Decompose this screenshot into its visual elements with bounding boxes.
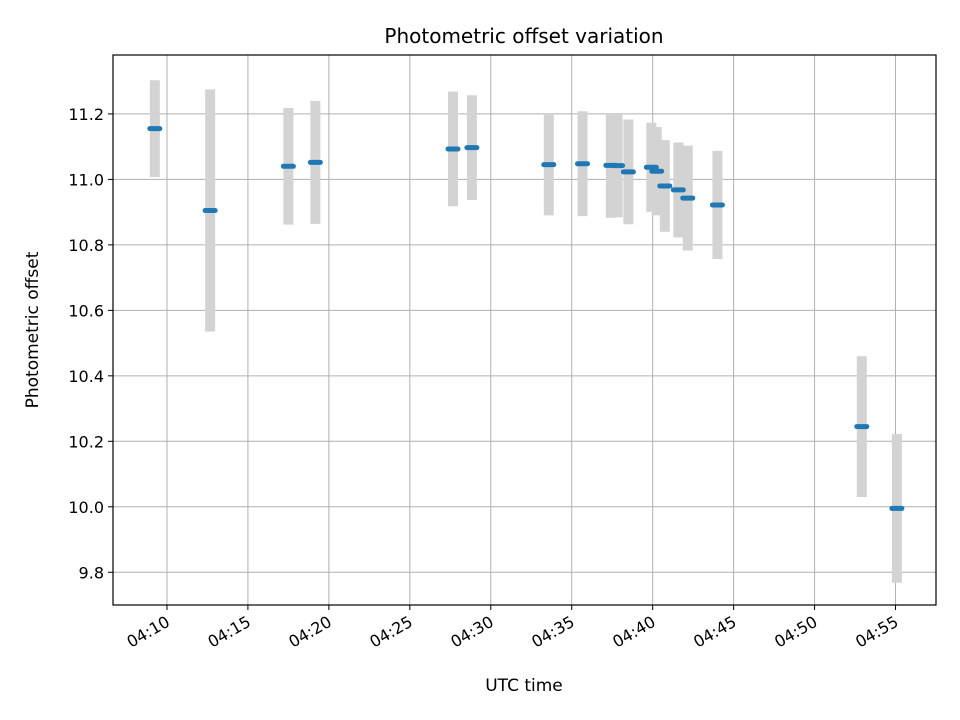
y-tick-label: 11.2 <box>68 105 104 124</box>
plot-frame <box>112 54 937 606</box>
y-tick-label: 10.6 <box>68 301 104 320</box>
y-tick-label: 10.0 <box>68 498 104 517</box>
y-tick-label: 10.8 <box>68 236 104 255</box>
grid-lines <box>113 55 936 605</box>
y-tick-label: 9.8 <box>79 563 104 582</box>
y-tick-label: 10.4 <box>68 367 104 386</box>
x-axis-label: UTC time <box>485 676 563 696</box>
y-tick-label: 11.0 <box>68 170 104 189</box>
y-axis-ticks: 9.8 10.0 10.2 10.4 10.6 10.8 11.0 11.2 <box>68 105 113 582</box>
data-markers <box>147 126 905 511</box>
chart-title: Photometric offset variation <box>384 24 663 48</box>
y-axis-label: Photometric offset <box>23 251 43 408</box>
y-tick-label: 10.2 <box>68 432 104 451</box>
